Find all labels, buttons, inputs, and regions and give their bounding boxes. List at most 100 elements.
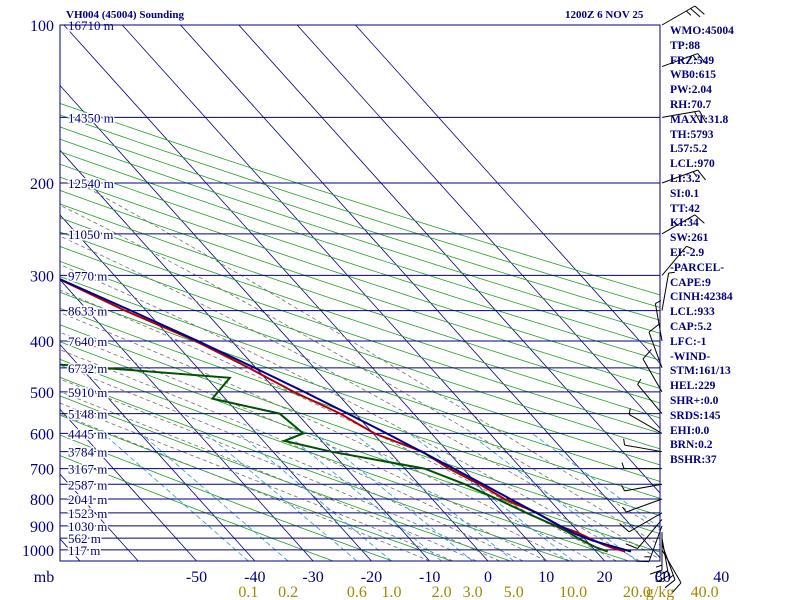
mixing-ratio-line [140, 433, 289, 561]
moist-adiabat-line [60, 204, 660, 546]
height-label: 8633 m [68, 304, 107, 319]
dry-adiabat-line [60, 138, 660, 334]
index-row: SRDS:145 [670, 409, 721, 422]
wind-barb-staff [626, 498, 663, 513]
wind-barb-half-flag [621, 485, 626, 492]
index-row: LCL:933 [670, 306, 715, 319]
dry-adiabat-line [60, 151, 660, 348]
pressure-unit-label: mb [34, 569, 54, 586]
pressure-tick-label: 900 [30, 519, 54, 536]
height-label: 9770 m [68, 268, 107, 283]
wind-barb-staff [661, 110, 700, 118]
mixing-ratio-label: 5.0 [504, 584, 524, 600]
height-label: 6732 m [68, 361, 107, 376]
moist-adiabat-line [60, 331, 570, 561]
dry-adiabat-line [60, 203, 660, 404]
wind-barb-half-flag [685, 10, 692, 16]
index-row: EI:-2.9 [670, 246, 705, 259]
isotherm-line [121, 25, 605, 561]
wind-barb-staff [661, 245, 687, 276]
chart-title: VH004 (45004) Sounding [66, 9, 184, 21]
dry-adiabat-line [60, 260, 660, 466]
mixing-ratio-line [531, 433, 660, 529]
wind-barb-flag [697, 53, 706, 64]
dry-adiabat-line [60, 376, 570, 561]
index-row: PW:2.04 [670, 84, 712, 97]
wind-barb-staff [661, 538, 670, 576]
profile-line [60, 278, 632, 553]
wind-barb-staff [637, 384, 663, 414]
index-row: STM:161/13 [670, 365, 731, 378]
isotherm-line [296, 25, 660, 429]
wind-barb-half-flag [668, 271, 675, 274]
mixing-ratio-line [205, 433, 358, 561]
temperature-tick-label: 30 [655, 569, 671, 586]
moist-adiabat-line [60, 402, 454, 561]
isobars [60, 24, 660, 551]
index-row: L57:5.2 [670, 143, 708, 156]
height-label: 14350 m [68, 110, 114, 125]
isotherm-line [60, 279, 314, 561]
dry-adiabat-line [60, 455, 334, 561]
indices-panel: WMO:45004 TP:88 FRZ:549 WB0:615 PW:2.04 RH:70… [670, 24, 798, 468]
wind-barb-half-flag [692, 54, 698, 61]
wind-barbs [619, 5, 706, 593]
dry-adiabat-line [60, 434, 393, 561]
wind-barb-staff [654, 303, 663, 342]
pressure-tick-label: 400 [30, 334, 54, 351]
index-row: SHR+:0.0 [670, 394, 719, 407]
isotherm-line [60, 408, 197, 561]
isotherm-line [63, 25, 547, 561]
wind-barb-staff [637, 519, 663, 549]
mixing-ratio-label: 10.0 [559, 584, 587, 600]
index-row: CINH:42384 [670, 291, 733, 304]
dry-adiabat-line [60, 217, 660, 419]
height-label: 2041 m [68, 492, 107, 507]
height-label: 4445 m [68, 426, 107, 441]
isotherm-line [60, 84, 489, 561]
wind-barb-half-flag [621, 506, 627, 513]
mixing-ratio-line [353, 433, 515, 561]
index-row: LFC:-1 [670, 335, 707, 348]
wind-barb-flag [697, 169, 706, 181]
index-row: LCL:970 [670, 158, 715, 171]
moist-adiabat-line [60, 413, 430, 561]
wind-barb-flag [694, 5, 705, 15]
isotherm-line [180, 25, 660, 559]
index-row: KI:34 [670, 217, 699, 230]
dry-adiabat-line [60, 358, 629, 561]
mixing-ratio-label: 40.0 [691, 584, 719, 600]
index-row: TT:42 [670, 202, 700, 215]
index-row: LI:3.2 [670, 172, 701, 185]
index-row: FRZ:549 [670, 54, 715, 67]
temperature-tick-label: -40 [244, 569, 265, 586]
wind-barb-half-flag [655, 564, 663, 568]
wind-barb-staff [624, 483, 663, 492]
wind-barb-half-flag [628, 408, 631, 415]
pressure-tick-label: 700 [30, 462, 54, 479]
index-row: CAPE:9 [670, 276, 711, 289]
wind-barb-staff [661, 169, 698, 184]
wind-barb-half-flag [637, 378, 642, 385]
wind-barb-half-flag [692, 171, 698, 177]
index-row: TP:88 [670, 39, 701, 52]
wind-barb-staff [661, 214, 696, 235]
height-label: 1523 m [68, 506, 107, 521]
index-row: WMO:45004 [670, 25, 734, 37]
profiles [60, 278, 632, 553]
wind-barb-flag [642, 349, 652, 360]
index-row: CAP:5.2 [670, 320, 712, 333]
isotherm-line [355, 25, 660, 365]
moist-adiabat-line [78, 182, 660, 531]
wind-barb-staff [661, 273, 670, 311]
mixing-ratio-label: 0.1 [238, 584, 258, 600]
wind-barb-flag [694, 214, 705, 224]
moist-adiabat-line [60, 235, 660, 560]
dry-adiabat-line [60, 114, 660, 308]
wind-barb-flag [657, 575, 669, 583]
height-label: 117 m [68, 543, 100, 558]
height-label: 1030 m [68, 519, 107, 534]
pressure-tick-label: 100 [30, 18, 54, 35]
dry-adiabat-line [60, 163, 660, 361]
mixing-ratio-label: 3.0 [463, 584, 483, 600]
